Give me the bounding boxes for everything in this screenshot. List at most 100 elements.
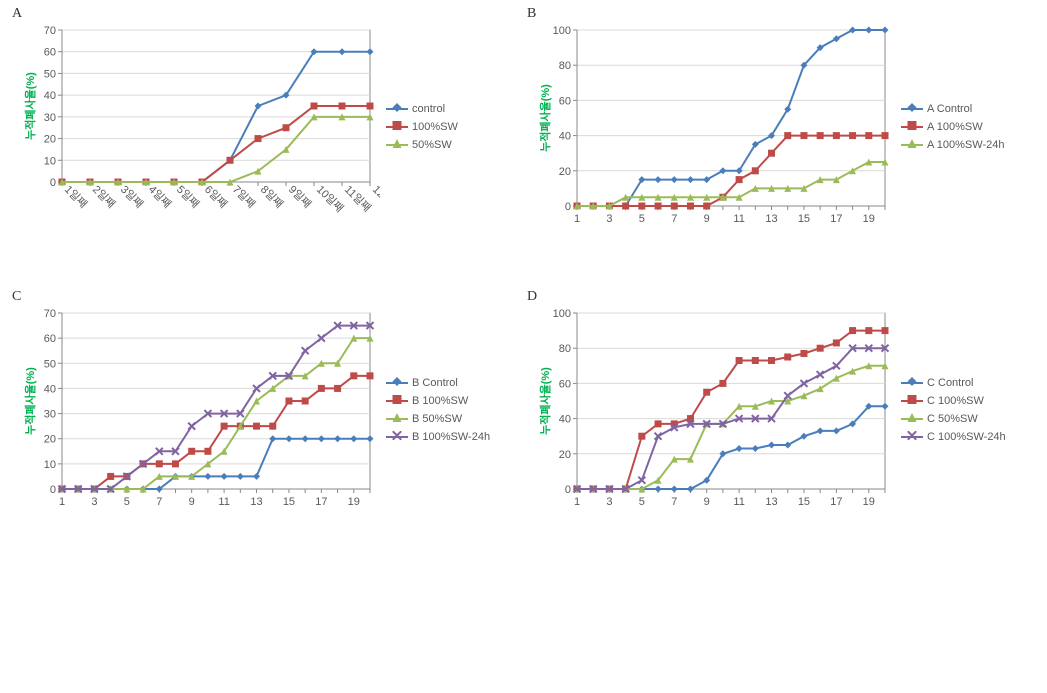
legend-label: 50%SW — [412, 139, 452, 151]
legend-item: B 50%SW — [386, 413, 490, 425]
legend-label: C 100%SW-24h — [927, 431, 1006, 443]
x-tick-label: 3 — [606, 496, 612, 508]
series-marker — [655, 420, 662, 427]
y-tick-label: 40 — [559, 414, 571, 426]
series-marker — [638, 203, 645, 210]
legend: A Control A 100%SW A 100%SW-24h — [901, 103, 1004, 151]
series-marker — [817, 345, 824, 352]
series-marker — [833, 132, 840, 139]
legend-item: A Control — [901, 103, 1004, 115]
series-marker — [719, 380, 726, 387]
x-tick-label: 7 — [671, 496, 677, 508]
legend-item: A 100%SW-24h — [901, 139, 1004, 151]
y-tick-label: 0 — [565, 484, 571, 496]
legend-swatch — [901, 436, 923, 438]
y-tick-label: 70 — [44, 25, 56, 37]
y-tick-label: 0 — [50, 484, 56, 496]
legend-item: 50%SW — [386, 139, 458, 151]
legend-swatch — [386, 436, 408, 438]
x-tick-label: 6일째 — [202, 182, 231, 211]
legend-label: B Control — [412, 377, 458, 389]
legend-label: B 100%SW — [412, 395, 468, 407]
series-marker — [800, 132, 807, 139]
legend-item: control — [386, 103, 458, 115]
series-marker — [350, 372, 357, 379]
y-tick-label: 30 — [44, 112, 56, 124]
series-marker — [204, 448, 211, 455]
y-tick-label: 60 — [44, 333, 56, 345]
series-marker — [318, 385, 325, 392]
x-tick-label: 4일째 — [146, 182, 175, 211]
x-tick-label: 1일째 — [62, 182, 91, 211]
legend-swatch — [901, 144, 923, 146]
legend-item: B 100%SW-24h — [386, 431, 490, 443]
x-tick-label: 1 — [574, 496, 580, 508]
legend-swatch — [386, 126, 408, 128]
legend-label: A 100%SW — [927, 121, 983, 133]
series-marker — [156, 460, 163, 467]
legend-label: C Control — [927, 377, 973, 389]
legend-label: A 100%SW-24h — [927, 139, 1004, 151]
x-tick-label: 5 — [639, 496, 645, 508]
series-marker — [172, 460, 179, 467]
x-tick-label: 11 — [733, 496, 744, 508]
legend: B Control B 100%SW B 50%SW B 100%SW-24h — [386, 377, 490, 443]
series-marker — [703, 389, 710, 396]
series-marker — [736, 357, 743, 364]
chart-b: 020406080100누적폐사율(%)135791113151719 — [535, 20, 895, 230]
x-tick-label: 15 — [798, 496, 810, 508]
series-marker — [865, 327, 872, 334]
panel-c: C010203040506070누적폐사율(%)135791113151719B… — [20, 303, 505, 516]
y-tick-label: 20 — [44, 134, 56, 146]
legend-swatch — [386, 144, 408, 146]
x-tick-label: 11 — [218, 496, 229, 508]
x-tick-label: 19 — [863, 496, 875, 508]
series-marker — [768, 150, 775, 157]
legend-label: C 100%SW — [927, 395, 984, 407]
x-tick-label: 5 — [639, 213, 645, 225]
legend-label: A Control — [927, 103, 972, 115]
legend: C Control C 100%SW C 50%SW C 100%SW-24h — [901, 377, 1006, 443]
legend-label: C 50%SW — [927, 413, 978, 425]
x-tick-label: 17 — [315, 496, 327, 508]
panel-label: D — [527, 289, 537, 305]
chart-a: 010203040506070누적폐사율(%)1일째2일째3일째4일째5일째6일… — [20, 20, 380, 230]
series-marker — [817, 132, 824, 139]
y-tick-label: 0 — [565, 201, 571, 213]
x-tick-label: 13 — [765, 213, 777, 225]
chart-d: 020406080100누적폐사율(%)135791113151719 — [535, 303, 895, 513]
series-marker — [784, 354, 791, 361]
legend-label: B 100%SW-24h — [412, 431, 490, 443]
series-marker — [255, 135, 262, 142]
x-tick-label: 8일째 — [258, 182, 287, 211]
series-marker — [865, 132, 872, 139]
legend-swatch — [386, 382, 408, 384]
x-tick-label: 3 — [606, 213, 612, 225]
legend: control100%SW50%SW — [386, 103, 458, 151]
x-tick-label: 5 — [124, 496, 130, 508]
x-tick-label: 17 — [830, 213, 842, 225]
y-tick-label: 0 — [50, 177, 56, 189]
series-marker — [800, 350, 807, 357]
series-marker — [285, 398, 292, 405]
legend-swatch — [386, 418, 408, 420]
y-axis-title: 누적폐사율(%) — [23, 72, 37, 140]
series-marker — [253, 423, 260, 430]
x-tick-label: 13 — [250, 496, 262, 508]
legend-swatch — [386, 108, 408, 110]
x-tick-label: 12일째 — [370, 182, 380, 215]
x-tick-label: 7 — [156, 496, 162, 508]
x-tick-label: 19 — [348, 496, 360, 508]
y-tick-label: 70 — [44, 308, 56, 320]
x-tick-label: 9 — [704, 496, 710, 508]
y-tick-label: 40 — [559, 131, 571, 143]
y-axis-title: 누적폐사율(%) — [538, 84, 552, 152]
y-axis-title: 누적폐사율(%) — [538, 367, 552, 435]
series-marker — [736, 176, 743, 183]
x-tick-label: 9일째 — [286, 182, 315, 211]
x-tick-label: 7일째 — [230, 182, 259, 211]
series-marker — [752, 167, 759, 174]
series-marker — [655, 203, 662, 210]
series-marker — [622, 203, 629, 210]
series-marker — [768, 357, 775, 364]
